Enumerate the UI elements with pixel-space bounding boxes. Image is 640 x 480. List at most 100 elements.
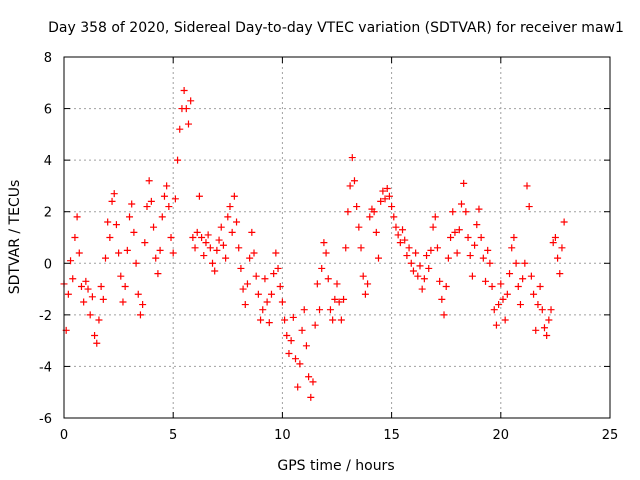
data-point [412,249,420,257]
data-point [359,272,367,280]
data-point [272,249,280,257]
data-point [152,254,160,262]
data-point [497,280,505,288]
data-point [512,259,520,267]
data-point [143,203,151,211]
data-point [554,254,562,262]
plot-border [63,56,611,419]
data-point [527,272,535,280]
data-point [233,218,241,226]
data-point [436,277,444,285]
data-point [530,290,538,298]
data-point [250,249,258,257]
data-point [429,223,437,231]
data-point [447,234,455,241]
data-point [296,360,304,368]
x-tick-label: 15 [383,428,400,443]
data-point [418,285,426,293]
axis-ticks: 0 5 10 15 20 25 -6 -4 -2 0 2 4 6 8 [39,51,618,443]
data-point [121,282,129,290]
data-point [193,228,201,236]
x-tick-label: 10 [274,428,291,443]
data-point [346,182,354,190]
data-point [217,223,225,231]
data-point [243,280,251,288]
data-point [93,339,101,347]
data-point [364,280,372,288]
data-point [195,192,203,200]
data-point [95,316,103,324]
data-point [130,228,138,236]
data-point [536,282,544,290]
y-tick-label: 8 [44,51,52,66]
data-point [326,306,334,314]
data-point [112,221,120,229]
data-point [401,236,409,244]
data-point [115,249,123,257]
data-point [209,259,217,267]
data-point [534,301,542,309]
data-point [235,244,243,252]
data-point [388,203,396,211]
data-point [510,234,518,241]
data-point [335,298,343,306]
data-point [523,182,531,190]
data-point [276,282,284,290]
data-point [156,246,164,254]
data-point [425,264,433,272]
data-point [101,254,109,262]
data-point [281,316,289,324]
data-point [337,316,345,324]
data-point [372,228,380,236]
data-point [490,306,498,314]
data-point [145,177,153,185]
data-point [91,331,99,339]
data-point [460,179,468,187]
data-point [381,195,389,203]
data-point [132,259,140,267]
data-point [383,185,391,193]
data-point [263,298,271,306]
data-point [475,205,483,213]
data-point [77,282,85,290]
data-point [167,234,175,241]
data-point [473,221,481,229]
data-point [265,319,273,327]
data-point [451,228,459,236]
data-point [302,342,310,350]
data-point [318,264,326,272]
y-tick-label: 0 [44,257,52,272]
data-point [165,203,173,211]
data-point [457,200,465,208]
data-point [204,231,212,239]
y-tick-label: 4 [44,154,52,169]
y-tick-label: -2 [39,309,52,324]
y-tick-label: 6 [44,103,52,118]
data-point [176,125,184,133]
data-point [67,257,75,265]
data-point [560,218,568,226]
data-point [556,270,564,278]
data-point [392,223,400,231]
data-point [184,120,192,128]
data-point [259,306,267,314]
data-point [237,264,245,272]
data-point [99,295,107,303]
data-point [499,295,507,303]
data-point [320,239,328,247]
data-point [484,246,492,254]
data-point [431,213,439,221]
data-point [73,213,81,221]
data-point [486,259,494,267]
y-axis-label: SDTVAR / TECUs [7,180,23,295]
x-tick-label: 20 [493,428,510,443]
data-point [180,87,188,95]
data-point [139,301,147,309]
data-point [468,272,476,280]
y-tick-label: -6 [39,412,52,427]
data-point [126,213,134,221]
data-point [239,285,247,293]
data-point [248,228,256,236]
data-series-sdtvar [60,87,568,401]
